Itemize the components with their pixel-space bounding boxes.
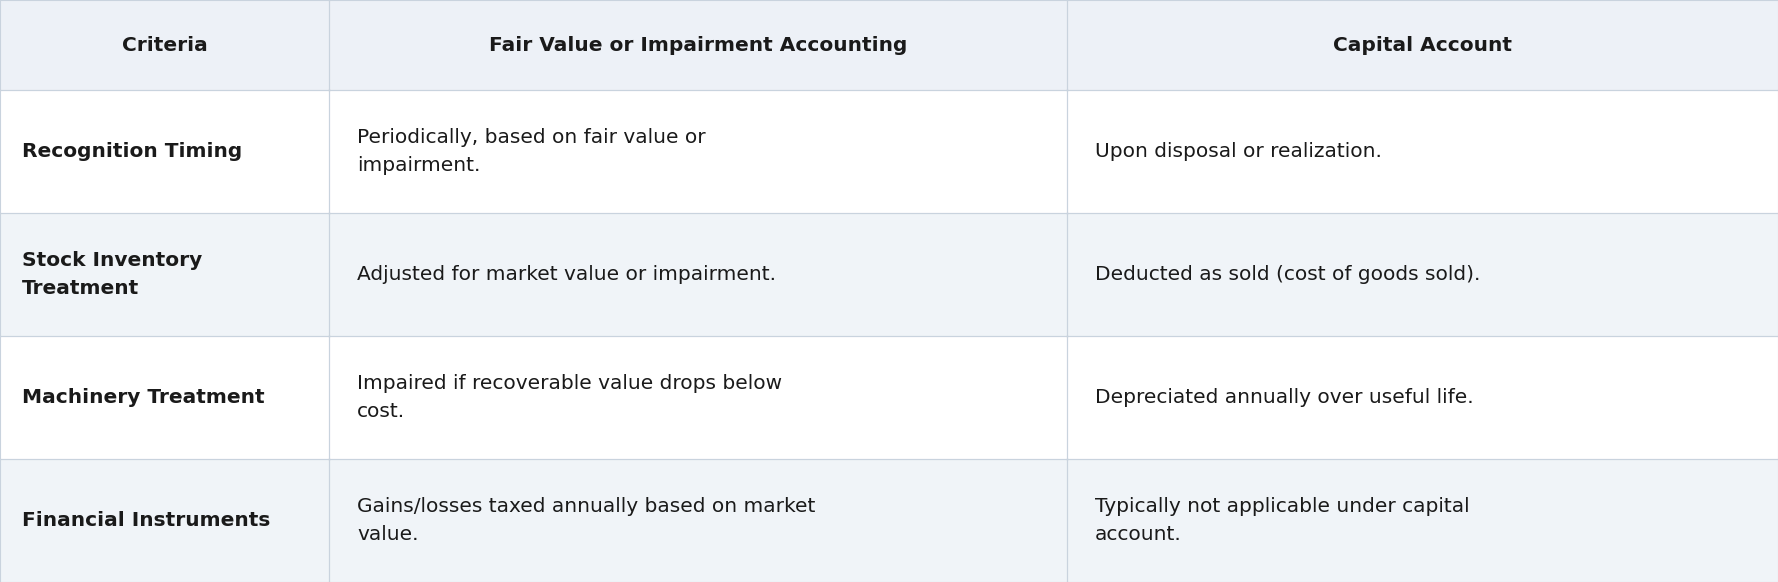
Text: Criteria: Criteria <box>121 36 208 55</box>
Text: Recognition Timing: Recognition Timing <box>21 142 242 161</box>
Text: Machinery Treatment: Machinery Treatment <box>21 388 265 407</box>
Bar <box>329 90 1067 213</box>
Text: Fair Value or Impairment Accounting: Fair Value or Impairment Accounting <box>489 36 907 55</box>
Bar <box>1067 0 1778 90</box>
Text: Stock Inventory
Treatment: Stock Inventory Treatment <box>21 251 203 298</box>
Bar <box>329 459 1067 582</box>
Text: Periodically, based on fair value or
impairment.: Periodically, based on fair value or imp… <box>357 128 706 175</box>
Text: Impaired if recoverable value drops below
cost.: Impaired if recoverable value drops belo… <box>357 374 782 421</box>
Bar <box>0 90 329 213</box>
Bar <box>1067 90 1778 213</box>
Text: Gains/losses taxed annually based on market
value.: Gains/losses taxed annually based on mar… <box>357 497 816 544</box>
Text: Typically not applicable under capital
account.: Typically not applicable under capital a… <box>1095 497 1469 544</box>
Text: Upon disposal or realization.: Upon disposal or realization. <box>1095 142 1382 161</box>
Bar <box>0 0 329 90</box>
Bar <box>0 459 329 582</box>
Text: Deducted as sold (cost of goods sold).: Deducted as sold (cost of goods sold). <box>1095 265 1479 284</box>
Text: Financial Instruments: Financial Instruments <box>21 511 270 530</box>
Text: Capital Account: Capital Account <box>1334 36 1511 55</box>
Text: Depreciated annually over useful life.: Depreciated annually over useful life. <box>1095 388 1474 407</box>
Bar <box>0 336 329 459</box>
Bar <box>1067 459 1778 582</box>
Bar <box>1067 213 1778 336</box>
Bar <box>1067 336 1778 459</box>
Bar <box>329 213 1067 336</box>
Bar <box>329 0 1067 90</box>
Text: Adjusted for market value or impairment.: Adjusted for market value or impairment. <box>357 265 775 284</box>
Bar <box>329 336 1067 459</box>
Bar <box>0 213 329 336</box>
